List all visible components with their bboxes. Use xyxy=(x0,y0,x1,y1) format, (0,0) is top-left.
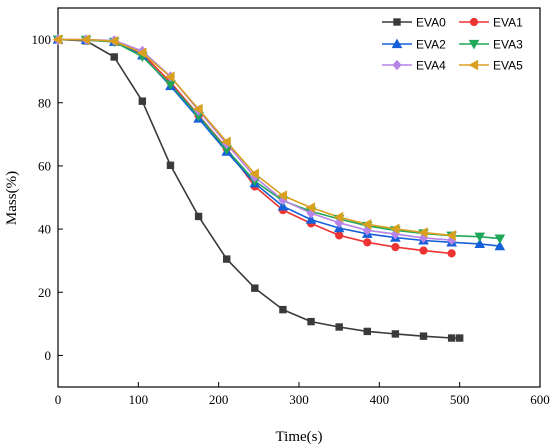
y-tick-label: 0 xyxy=(45,348,52,363)
data-point-eva0 xyxy=(251,284,259,292)
data-point-eva5 xyxy=(80,34,91,45)
data-point-eva0 xyxy=(194,212,203,221)
data-point-eva5 xyxy=(333,211,344,223)
data-point-eva0 xyxy=(391,330,400,338)
series-line-eva4 xyxy=(58,38,452,241)
data-point-eva5 xyxy=(446,230,456,241)
data-point-eva5 xyxy=(136,47,147,59)
series-lines xyxy=(57,38,500,339)
legend-label-eva2: EVA2 xyxy=(416,38,446,52)
y-axis-label: Mass(%) xyxy=(4,171,20,225)
data-point-eva5 xyxy=(418,227,428,238)
data-point-eva1 xyxy=(363,238,372,247)
data-point-eva5 xyxy=(277,190,288,201)
data-point-eva5 xyxy=(221,136,231,148)
x-tick-label: 600 xyxy=(530,392,550,407)
data-point-eva1 xyxy=(391,242,400,252)
y-tick-label: 100 xyxy=(32,32,52,47)
x-tick-label: 300 xyxy=(289,392,309,407)
y-tick-label: 80 xyxy=(38,95,51,110)
data-point-eva0 xyxy=(138,97,147,105)
data-point-eva0 xyxy=(279,305,287,314)
data-point-eva0 xyxy=(419,332,428,340)
legend-label-eva5: EVA5 xyxy=(493,59,523,73)
series-markers xyxy=(52,34,506,342)
data-point-eva2 xyxy=(494,240,506,251)
y-tick-label: 40 xyxy=(38,222,51,237)
data-point-eva5 xyxy=(52,34,63,45)
data-point-eva2 xyxy=(305,214,317,224)
legend: EVA0 EVA1 EVA2 EVA3 EVA4 EVA5 xyxy=(382,16,523,73)
data-point-eva0 xyxy=(447,334,456,342)
x-tick-label: 500 xyxy=(450,392,470,407)
x-axis-label: Time(s) xyxy=(276,429,323,445)
data-point-eva5 xyxy=(249,168,259,180)
data-point-eva0 xyxy=(307,317,315,326)
x-tick-label: 200 xyxy=(209,392,229,407)
y-tick-label: 60 xyxy=(38,158,51,173)
data-point-eva0 xyxy=(110,53,118,61)
x-tick-label: 0 xyxy=(55,392,62,407)
legend-marker-eva3 xyxy=(468,39,480,50)
data-point-eva1 xyxy=(447,249,456,258)
data-point-eva5 xyxy=(305,202,316,213)
legend-marker-eva4 xyxy=(392,59,402,71)
series-line-eva1 xyxy=(57,38,452,255)
legend-label-eva1: EVA1 xyxy=(493,16,523,30)
x-tick-label: 100 xyxy=(129,392,149,407)
series-line-eva0 xyxy=(57,38,460,339)
data-point-eva3 xyxy=(494,234,506,244)
x-tick-label: 400 xyxy=(370,392,390,407)
series-line-eva5 xyxy=(58,38,452,237)
data-point-eva5 xyxy=(389,223,400,235)
data-point-eva1 xyxy=(335,231,344,240)
data-point-eva5 xyxy=(165,71,175,83)
legend-label-eva0: EVA0 xyxy=(416,16,446,30)
legend-marker-eva5 xyxy=(468,59,479,71)
data-point-eva5 xyxy=(361,219,372,230)
data-point-eva0 xyxy=(455,334,464,342)
data-point-eva0 xyxy=(363,327,371,336)
data-point-eva0 xyxy=(166,161,175,169)
data-point-eva1 xyxy=(419,246,428,255)
data-point-eva0 xyxy=(223,255,231,263)
data-point-eva2 xyxy=(474,238,486,249)
legend-label-eva3: EVA3 xyxy=(493,38,523,52)
data-point-eva5 xyxy=(108,35,119,47)
y-tick-label: 20 xyxy=(38,285,51,300)
legend-marker-eva1 xyxy=(469,17,479,27)
legend-marker-eva2 xyxy=(391,38,403,49)
legend-marker-eva0 xyxy=(393,18,401,26)
axis-ticks: 0 100 200 300 400 500 600 0 20 40 60 80 100 xyxy=(32,32,550,407)
data-point-eva0 xyxy=(335,323,343,331)
data-point-eva5 xyxy=(193,103,203,115)
legend-label-eva4: EVA4 xyxy=(416,59,446,73)
data-point-eva3 xyxy=(474,232,486,243)
